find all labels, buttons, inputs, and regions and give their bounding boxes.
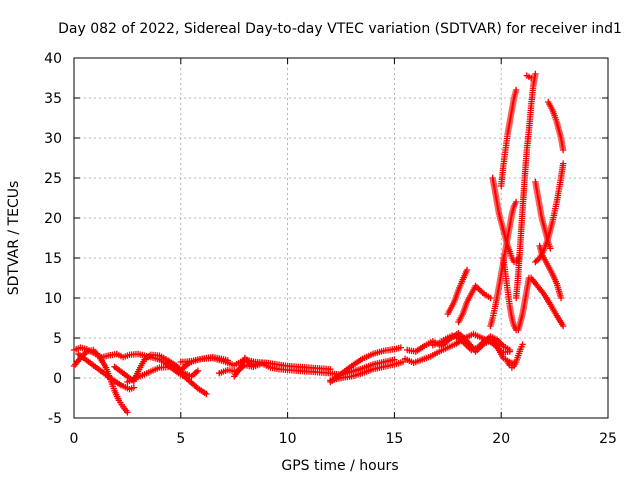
y-tick-label: 35 xyxy=(44,91,62,107)
series-track-27 xyxy=(544,98,567,154)
ticks: 0 5 10 15 20 25 -5 0 5 10 15 20 25 30 35 40 xyxy=(44,51,617,447)
series-track-08 xyxy=(231,354,270,380)
data-point xyxy=(547,245,554,252)
series-track-13 xyxy=(429,332,513,354)
series-track-10 xyxy=(327,358,407,384)
data-point xyxy=(130,384,138,391)
series-track-17 xyxy=(487,198,520,330)
chart-title: Day 082 of 2022, Sidereal Day-to-day VTE… xyxy=(58,21,622,37)
data-point xyxy=(512,86,520,94)
x-tick-label: 15 xyxy=(385,431,403,447)
x-tick-label: 5 xyxy=(176,431,185,447)
data-point xyxy=(557,294,565,302)
y-tick-label: 15 xyxy=(44,251,62,267)
data-point xyxy=(263,359,270,366)
y-axis-label: SDTVAR / TECUs xyxy=(6,181,22,296)
series-track-21 xyxy=(512,70,539,302)
data-point xyxy=(559,322,567,330)
series-track-15 xyxy=(444,266,471,318)
data-point xyxy=(527,74,535,82)
x-axis-label: GPS time / hours xyxy=(281,458,398,474)
data-point xyxy=(559,146,567,154)
data-points xyxy=(70,70,567,416)
data-point xyxy=(506,346,513,354)
series-track-22 xyxy=(515,274,533,334)
data-point xyxy=(397,344,405,351)
y-tick-label: -5 xyxy=(48,411,62,427)
x-tick-label: 0 xyxy=(70,431,79,447)
y-tick-label: 40 xyxy=(44,51,62,67)
series-track-09 xyxy=(327,344,405,386)
data-point xyxy=(559,160,567,167)
y-tick-label: 25 xyxy=(44,171,62,187)
series-track-26 xyxy=(532,160,567,266)
series-track-23 xyxy=(523,72,535,82)
series-track-02 xyxy=(70,346,131,416)
series-track-03 xyxy=(75,350,138,393)
series-track-28 xyxy=(536,242,565,302)
data-point xyxy=(463,266,471,274)
data-point xyxy=(519,341,526,348)
y-tick-label: 30 xyxy=(44,131,62,147)
data-point xyxy=(532,70,539,78)
y-tick-label: 0 xyxy=(53,371,62,387)
data-point xyxy=(512,198,520,206)
data-point xyxy=(479,289,486,296)
plot-area-frame xyxy=(73,57,609,419)
data-point xyxy=(194,367,202,374)
data-point xyxy=(203,390,210,398)
y-tick-label: 20 xyxy=(44,211,62,227)
series-track-18 xyxy=(498,86,520,190)
series-track-20 xyxy=(504,341,526,371)
series-track-19 xyxy=(500,254,520,334)
y-tick-label: 5 xyxy=(53,331,62,347)
x-tick-label: 25 xyxy=(599,431,617,447)
series-track-25 xyxy=(527,274,567,330)
x-tick-label: 20 xyxy=(492,431,510,447)
series-track-14 xyxy=(455,282,494,326)
data-point xyxy=(487,294,494,302)
data-point xyxy=(535,256,542,263)
y-tick-label: 10 xyxy=(44,291,62,307)
data-point xyxy=(515,254,522,262)
x-tick-label: 10 xyxy=(279,431,297,447)
data-point xyxy=(124,409,131,416)
series-track-05 xyxy=(124,363,202,386)
